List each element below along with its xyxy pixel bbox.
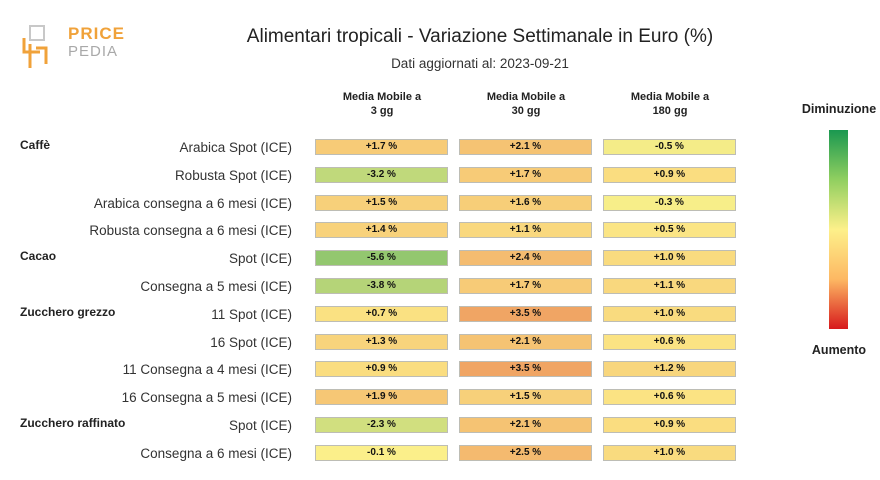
heatmap-cell: +0.6 % bbox=[603, 333, 736, 350]
group-label: Caffè bbox=[20, 138, 51, 152]
logo-text-pedia: PEDIA bbox=[68, 43, 119, 60]
heatmap-cell: +1.0 % bbox=[603, 250, 736, 267]
legend-bottom-label: Aumento bbox=[811, 343, 867, 357]
group-label: Cacao bbox=[20, 249, 57, 264]
heatmap-cell: +2.1 % bbox=[459, 417, 592, 433]
row-label: Spot (ICE) bbox=[228, 251, 292, 267]
heatmap-cell: +1.1 % bbox=[459, 222, 592, 239]
heatmap-cell: +2.1 % bbox=[459, 333, 592, 350]
heatmap-cell: +1.7 % bbox=[459, 278, 592, 294]
pricepedia-logo: PRICE PEDIA bbox=[20, 22, 130, 72]
row-label: Arabica Spot (ICE) bbox=[179, 140, 292, 155]
heatmap-cell: -5.6 % bbox=[315, 250, 448, 267]
heatmap-cell: -3.2 % bbox=[315, 166, 448, 183]
heatmap-cell: +1.4 % bbox=[315, 222, 448, 239]
heatmap-cell: +1.0 % bbox=[603, 444, 736, 461]
group-label: Zucchero grezzo bbox=[20, 304, 116, 319]
heatmap-cell: +0.9 % bbox=[603, 417, 736, 433]
row-label: 16 Consegna a 5 mesi (ICE) bbox=[121, 390, 292, 406]
chart-subtitle: Dati aggiornati al: 2023-09-21 bbox=[391, 56, 569, 71]
legend-color-bar bbox=[829, 130, 848, 329]
legend-top-label: Diminuzione bbox=[801, 102, 877, 116]
heatmap-cell: +1.5 % bbox=[315, 194, 448, 211]
group-label: Zucchero raffinato bbox=[20, 416, 126, 430]
heatmap-cell: -0.3 % bbox=[603, 194, 736, 211]
heatmap-cell: -3.8 % bbox=[315, 278, 448, 294]
heatmap-cell: +1.5 % bbox=[459, 389, 592, 406]
row-label: Consegna a 5 mesi (ICE) bbox=[140, 279, 292, 294]
column-header: Media Mobile a 180 gg bbox=[630, 91, 710, 117]
row-label: 11 Spot (ICE) bbox=[211, 306, 292, 322]
heatmap-cell: +0.6 % bbox=[603, 389, 736, 406]
heatmap-cell: +0.5 % bbox=[603, 222, 736, 239]
row-label: Robusta Spot (ICE) bbox=[174, 167, 292, 183]
logo-mark-icon bbox=[22, 25, 48, 68]
row-label: Arabica consegna a 6 mesi (ICE) bbox=[93, 195, 292, 211]
heatmap-cell: +1.9 % bbox=[315, 389, 448, 406]
heatmap-cell: +1.2 % bbox=[603, 361, 736, 378]
heatmap-cell: -0.1 % bbox=[315, 444, 448, 461]
heatmap-cell: +1.7 % bbox=[459, 166, 592, 183]
row-label: Robusta consegna a 6 mesi (ICE) bbox=[89, 223, 292, 239]
heatmap-cell: +3.5 % bbox=[459, 305, 592, 322]
heatmap-cell: +0.9 % bbox=[603, 166, 736, 183]
heatmap-cell: +3.5 % bbox=[459, 361, 592, 378]
row-label: 11 Consegna a 4 mesi (ICE) bbox=[122, 362, 292, 378]
heatmap-cell: +1.6 % bbox=[459, 194, 592, 211]
heatmap-cell: +1.0 % bbox=[603, 305, 736, 322]
heatmap-cell: +1.1 % bbox=[603, 278, 736, 294]
heatmap-cell: +1.7 % bbox=[315, 139, 448, 155]
row-label: Spot (ICE) bbox=[228, 418, 292, 433]
heatmap-cell: +2.4 % bbox=[459, 250, 592, 267]
heatmap-cell: -2.3 % bbox=[315, 417, 448, 433]
heatmap-cell: +1.3 % bbox=[315, 333, 448, 350]
heatmap-cell: +2.1 % bbox=[459, 139, 592, 155]
heatmap-cell: +0.9 % bbox=[315, 361, 448, 378]
logo-text-price: PRICE bbox=[68, 24, 125, 43]
heatmap-cell: -0.5 % bbox=[603, 139, 736, 155]
row-label: 16 Spot (ICE) bbox=[210, 334, 292, 350]
chart-title: Alimentari tropicali - Variazione Settim… bbox=[246, 26, 714, 47]
row-label: Consegna a 6 mesi (ICE) bbox=[140, 445, 292, 461]
heatmap-cell: +2.5 % bbox=[459, 444, 592, 461]
column-header: Media Mobile a 30 gg bbox=[486, 91, 566, 117]
heatmap-cell: +0.7 % bbox=[315, 305, 448, 322]
